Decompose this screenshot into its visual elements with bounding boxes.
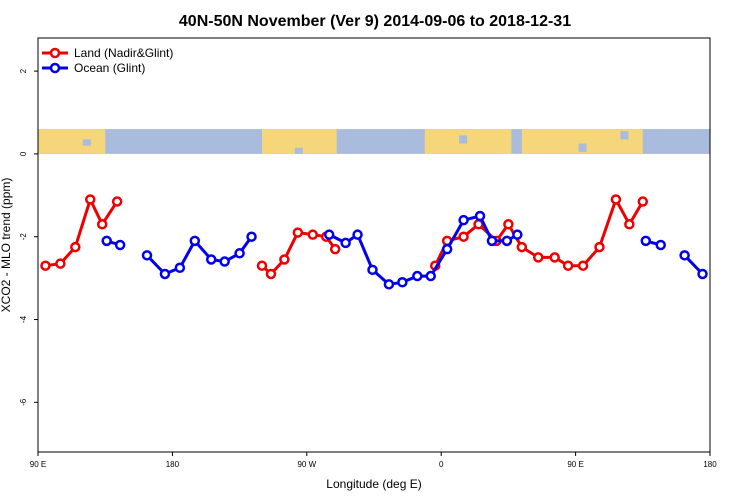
series-1-point-13: [367, 264, 378, 276]
legend-label-0: Land (Nadir&Glint): [74, 46, 173, 60]
series-1: [101, 210, 708, 290]
map-inlet-0: [82, 139, 91, 146]
series-1-point-1: [114, 239, 126, 251]
series-0-point-27: [637, 196, 649, 207]
x-axis: 90 E 180 90 W 0 90 E 180: [30, 452, 717, 469]
map-land-2: [424, 129, 512, 154]
series-0-point-10: [307, 229, 319, 240]
legend: Land (Nadir&Glint)Ocean (Glint): [42, 46, 173, 75]
series-0-point-26: [624, 219, 635, 230]
series-1-point-14: [383, 279, 395, 290]
series-1-point-24: [640, 235, 652, 247]
series-1-point-5: [189, 235, 201, 247]
series-0-point-23: [577, 260, 589, 271]
series-1-point-4: [174, 262, 186, 274]
series-0-point-9: [292, 227, 304, 238]
series-1-point-8: [234, 248, 245, 259]
series-1-point-11: [340, 237, 351, 249]
series-1-point-20: [474, 210, 486, 222]
series-1-point-6: [205, 254, 217, 265]
series-0-point-2: [70, 241, 81, 253]
series-1-point-17: [425, 270, 436, 282]
series-0-point-18: [503, 219, 514, 230]
series-0-point-7: [265, 268, 277, 280]
y-tick-label-1: 0: [19, 151, 28, 156]
y-tick-label-3: -4: [19, 315, 28, 323]
series-0-point-5: [111, 196, 123, 207]
series-0-point-1: [55, 258, 66, 269]
y-tick-label-4: -6: [19, 398, 28, 406]
series-1-point-16: [412, 270, 423, 282]
series-1-point-15: [397, 277, 408, 288]
x-tick-label-2: 90 W: [297, 460, 316, 469]
map-inlet-4: [620, 131, 629, 140]
x-tick-label-5: 180: [703, 460, 717, 469]
series-layer: [40, 194, 708, 290]
y-axis: 2 0 -2 -4 -6: [19, 68, 38, 406]
series-1-point-9: [246, 231, 257, 242]
series-1-point-0: [101, 235, 112, 247]
chart-title: 40N-50N November (Ver 9) 2014-09-06 to 2…: [179, 13, 571, 30]
series-0-point-0: [40, 260, 51, 271]
x-tick-label-1: 180: [166, 460, 180, 469]
series-0-point-15: [458, 231, 469, 242]
x-axis-label: Longitude (deg E): [326, 477, 421, 491]
series-0-point-8: [279, 254, 290, 265]
x-tick-label-4: 90 E: [567, 460, 583, 469]
map-inlet-2: [459, 135, 468, 144]
series-1-point-27: [697, 268, 708, 280]
legend-marker-1: [49, 62, 61, 74]
y-tick-label-0: 2: [19, 68, 28, 73]
series-1-point-2: [141, 250, 153, 261]
series-0-point-12: [329, 243, 341, 255]
map-inlet-1: [294, 147, 303, 154]
legend-marker-0: [49, 47, 61, 59]
series-1-point-10: [323, 229, 335, 240]
plot-frame: [37, 37, 711, 453]
series-0-point-25: [610, 194, 622, 205]
series-1-point-7: [219, 256, 230, 267]
series-0-point-19: [516, 241, 528, 253]
series-1-point-19: [458, 214, 469, 226]
series-0-line-0: [45, 198, 119, 268]
series-1-point-18: [441, 243, 453, 255]
series-0-point-20: [533, 252, 544, 263]
series-1-point-22: [501, 235, 513, 247]
series-0-point-6: [256, 260, 268, 271]
map-strip: [38, 129, 710, 154]
series-1-line-2: [328, 214, 519, 286]
series-0-point-4: [96, 219, 108, 230]
series-0-point-21: [549, 252, 560, 263]
series-0: [40, 194, 649, 280]
map-land-0: [38, 129, 106, 154]
series-1-point-3: [159, 268, 171, 280]
y-axis-label: XCO2 - MLO trend (ppm): [0, 178, 13, 313]
series-1-point-25: [655, 239, 666, 251]
x-tick-label-0: 90 E: [30, 460, 46, 469]
legend-label-1: Ocean (Glint): [74, 61, 145, 75]
series-0-point-24: [594, 241, 605, 253]
series-0-point-22: [562, 260, 574, 271]
series-1-point-23: [512, 229, 523, 240]
series-0-point-3: [85, 194, 96, 205]
y-tick-label-2: -2: [19, 233, 28, 241]
map-inlet-3: [578, 143, 587, 152]
series-1-point-12: [352, 229, 363, 240]
series-1-point-21: [486, 235, 498, 247]
series-1-point-26: [679, 250, 690, 261]
x-tick-label-3: 0: [439, 460, 444, 469]
